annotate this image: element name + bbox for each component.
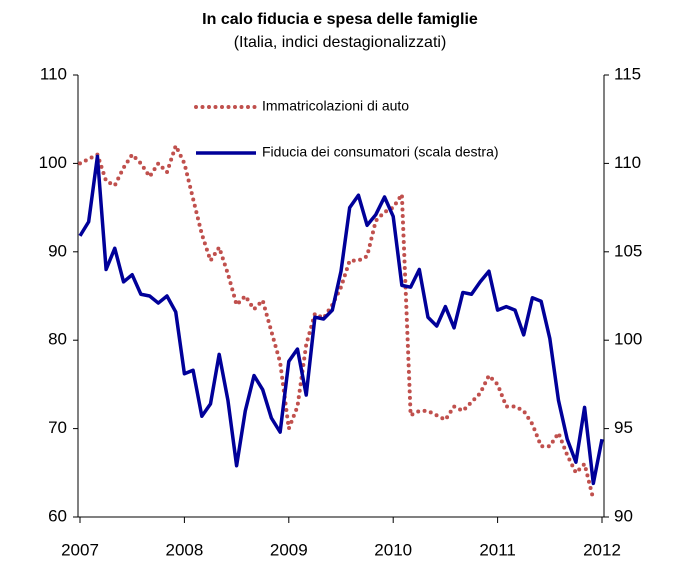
- y-tick-label: 90: [48, 241, 67, 260]
- y-tick-label: 60: [48, 506, 67, 525]
- x-tick-label: 2011: [479, 540, 516, 559]
- x-tick-label: 2008: [165, 540, 203, 559]
- y2-tick-label: 115: [614, 64, 641, 83]
- series-line: [78, 140, 596, 502]
- legend-label: Fiducia dei consumatori (scala destra): [262, 144, 499, 160]
- chart-title: In calo fiducia e spesa delle famiglie: [202, 11, 478, 28]
- chart-subtitle: (Italia, indici destagionalizzati): [234, 34, 447, 51]
- y-tick-label: 70: [48, 418, 67, 437]
- y2-tick-label: 95: [614, 418, 633, 437]
- x-tick-label: 2009: [270, 540, 308, 559]
- y2-tick-label: 100: [614, 330, 642, 349]
- y2-tick-label: 105: [614, 241, 642, 260]
- y-tick-label: 80: [48, 330, 67, 349]
- y2-tick-label: 110: [614, 153, 641, 172]
- y2-tick-label: 90: [614, 506, 633, 525]
- series-line: [78, 154, 604, 486]
- x-tick-label: 2007: [61, 540, 99, 559]
- x-tick-label: 2010: [374, 540, 412, 559]
- y-tick-label: 100: [39, 153, 67, 172]
- x-tick-label: 2012: [583, 540, 621, 559]
- legend-label: Immatricolazioni di auto: [262, 98, 409, 114]
- y-tick-label: 110: [40, 64, 67, 83]
